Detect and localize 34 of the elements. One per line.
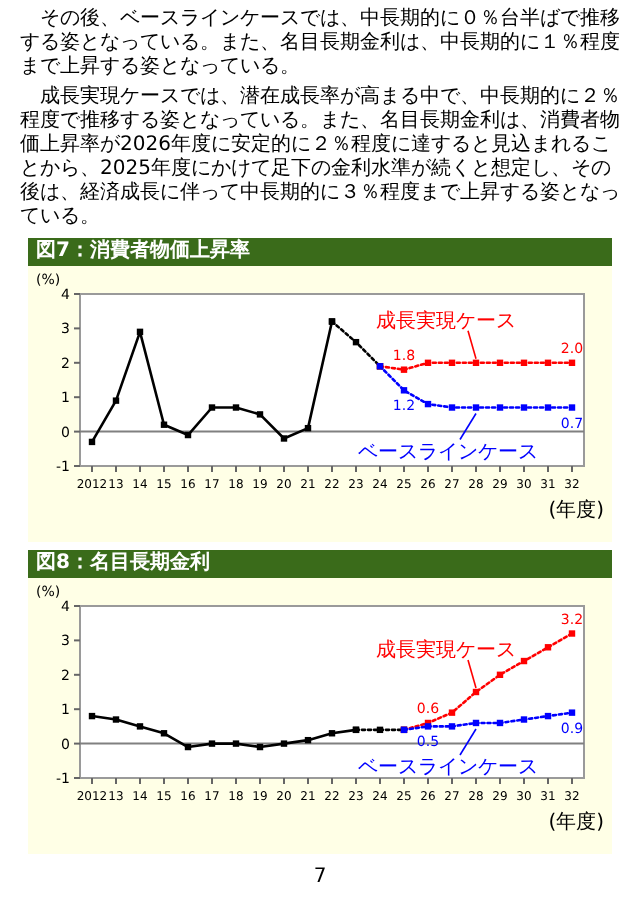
point: [568, 404, 576, 411]
point: [448, 723, 456, 730]
point: [208, 740, 216, 747]
point: [448, 709, 456, 716]
point: [544, 404, 552, 411]
text: その後、ベースラインケースでは、中長期的に０％台半ばで推移する姿となっている。また、名目長期金利は、中長期的に１％程度まで上昇する姿となっている。: [20, 8, 622, 80]
point: [496, 404, 504, 411]
x-axis-title: (年度): [548, 498, 605, 522]
point: [568, 630, 576, 637]
point: [280, 435, 288, 442]
point: [472, 404, 480, 411]
legend-label: ベースラインケース: [358, 756, 538, 779]
point: [400, 387, 408, 394]
point: [256, 411, 264, 418]
text: 成長実現ケースでは、潜在成長率が高まる中で、中長期的に２％程度で推移する姿となっている。また、名目長期金利は、消費者物価上昇率が2026年度に安定的に２％程度に達すると見込まれることから、2025年度にかけて足下の金利水準が続くと想定し、その後は、経済成長に伴って中長期的に３％程度まで上昇する姿となっている。: [20, 86, 622, 230]
point: [280, 740, 288, 747]
point: [520, 716, 528, 723]
point: [400, 366, 408, 373]
point: [208, 404, 216, 411]
point: [568, 709, 576, 716]
series-label: 成長実現ケース: [376, 638, 516, 662]
point: [112, 397, 120, 404]
point: [136, 723, 144, 730]
chart-title: 図8：名目長期金利: [28, 550, 612, 578]
text: 7: [311, 866, 329, 888]
legend-label: ベースラインケース: [358, 441, 538, 464]
point: [232, 740, 240, 747]
point: [448, 404, 456, 411]
point: [112, 716, 120, 723]
series-label: 成長実現ケース: [376, 308, 516, 333]
x-axis-title: (年度): [548, 810, 605, 834]
point: [520, 404, 528, 411]
chart-title: 図7：消費者物価上昇率: [28, 238, 612, 266]
point: [232, 404, 240, 411]
